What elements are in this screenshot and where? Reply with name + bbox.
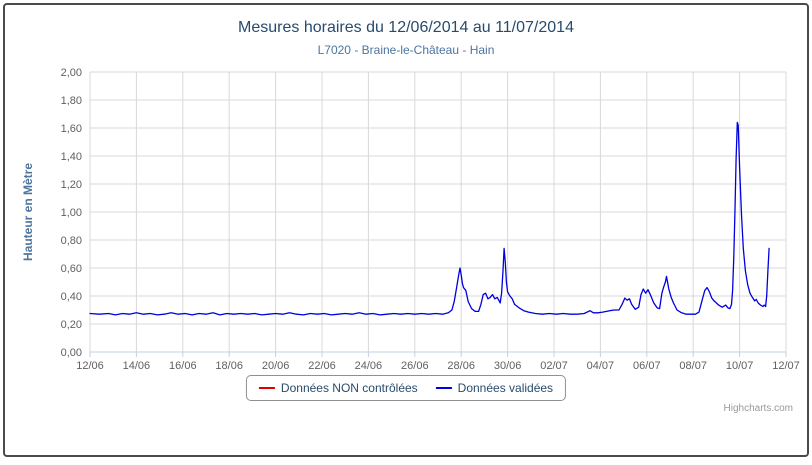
x-axis-tick-label: 20/06: [262, 360, 290, 372]
y-axis-tick-label: 1,80: [61, 95, 82, 107]
y-axis-tick-label: 1,60: [61, 123, 82, 135]
red-line-marker-icon: [258, 387, 275, 389]
legend: Données NON contrôlées Données validées: [245, 375, 567, 401]
legend-label-validees: Données validées: [457, 381, 554, 395]
chart-title: Mesures horaires du 12/06/2014 au 11/07/…: [238, 19, 574, 36]
plot-area[interactable]: 0,00 0,20 0,40 0,60 0,80 1,00 1,20 1,40 1,60 1,80…: [5, 5, 812, 465]
x-axis-tick-label: 18/06: [215, 360, 243, 372]
x-axis-tick-label: 06/07: [633, 360, 661, 372]
y-axis-tick-label: 0,60: [61, 263, 82, 275]
y-axis-tick-label: 0,80: [61, 235, 82, 247]
x-axis-tick-label: 30/06: [494, 360, 522, 372]
x-axis-tick-label: 24/06: [355, 360, 383, 372]
x-axis-tick-label: 08/07: [679, 360, 707, 372]
x-axis-tick-label: 26/06: [401, 360, 429, 372]
x-axis-tick-label: 16/06: [169, 360, 197, 372]
y-axis-tick-label: 0,00: [61, 347, 82, 359]
x-axis-tick-label: 28/06: [447, 360, 475, 372]
x-axis-tick-label: 12/07: [772, 360, 800, 372]
x-axis-tick-label: 02/07: [540, 360, 568, 372]
x-axis-tick-label: 22/06: [308, 360, 336, 372]
y-axis-tick-label: 1,00: [61, 207, 82, 219]
y-axis-tick-label: 0,40: [61, 291, 82, 303]
chart-frame: Mesures horaires du 12/06/2014 au 11/07/…: [3, 3, 809, 457]
series-line-validees[interactable]: [89, 121, 770, 316]
legend-item-donnees-validees[interactable]: Données validées: [435, 381, 554, 395]
y-axis-tick-label: 0,20: [61, 319, 82, 331]
y-axis-tick-label: 1,40: [61, 151, 82, 163]
x-axis-tick-label: 14/06: [123, 360, 151, 372]
y-axis-tick-label: 2,00: [61, 67, 82, 79]
x-axis-tick-label: 12/06: [76, 360, 104, 372]
x-axis-tick-label: 04/07: [587, 360, 615, 372]
legend-label-non-controlees: Données NON contrôlées: [280, 381, 418, 395]
blue-line-marker-icon: [435, 387, 452, 389]
credits-link[interactable]: Highcharts.com: [723, 403, 793, 414]
legend-item-donnees-non-controlees[interactable]: Données NON contrôlées: [258, 381, 418, 395]
x-axis-tick-label: 10/07: [726, 360, 754, 372]
chart-subtitle: L7020 - Braine-le-Château - Hain: [317, 43, 495, 57]
y-axis-tick-label: 1,20: [61, 179, 82, 191]
